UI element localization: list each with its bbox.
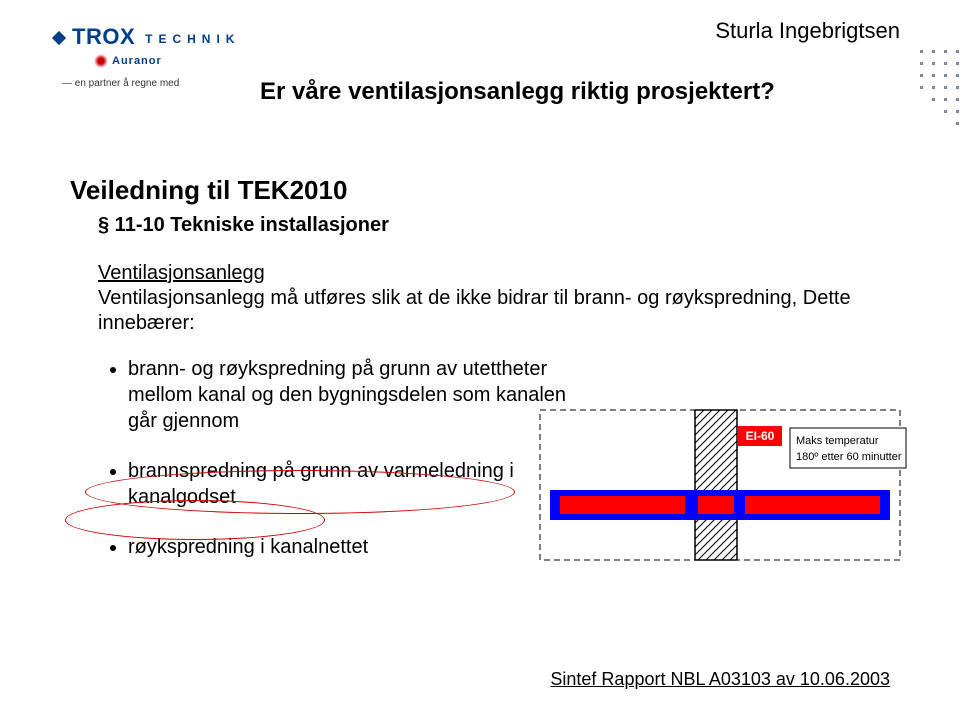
brand-logo: TROX TECHNIK Auranor — en partner å regn… [54, 24, 240, 89]
note-line1: Maks temperatur [796, 435, 879, 447]
list-item: brann- og røykspredning på grunn av utet… [128, 356, 568, 434]
brand-line-text: TECHNIK [145, 32, 240, 46]
highlight-ellipse [65, 500, 325, 540]
subbrand-text: Auranor [112, 55, 162, 67]
brand-text: TROX [72, 24, 135, 50]
diagram: EI-60 Maks temperatur 180º etter 60 minu… [530, 400, 910, 570]
diamond-icon [52, 31, 66, 45]
footer-reference: Sintef Rapport NBL A03103 av 10.06.2003 [550, 669, 890, 690]
section-heading: § 11-10 Tekniske installasjoner [98, 214, 890, 237]
subbrand-icon [94, 54, 108, 68]
ei60-label: EI-60 [746, 429, 775, 443]
note-line2: 180º etter 60 minutter [796, 451, 902, 463]
author-name: Sturla Ingebrigtsen [715, 18, 900, 44]
lead-subtitle: Ventilasjonsanlegg [98, 262, 265, 284]
main-heading: Veiledning til TEK2010 [70, 175, 890, 206]
slide-title: Er våre ventilasjonsanlegg riktig prosje… [260, 78, 775, 106]
lead-text: Ventilasjonsanlegg må utføres slik at de… [98, 287, 851, 334]
tagline: — en partner å regne med [62, 78, 240, 89]
